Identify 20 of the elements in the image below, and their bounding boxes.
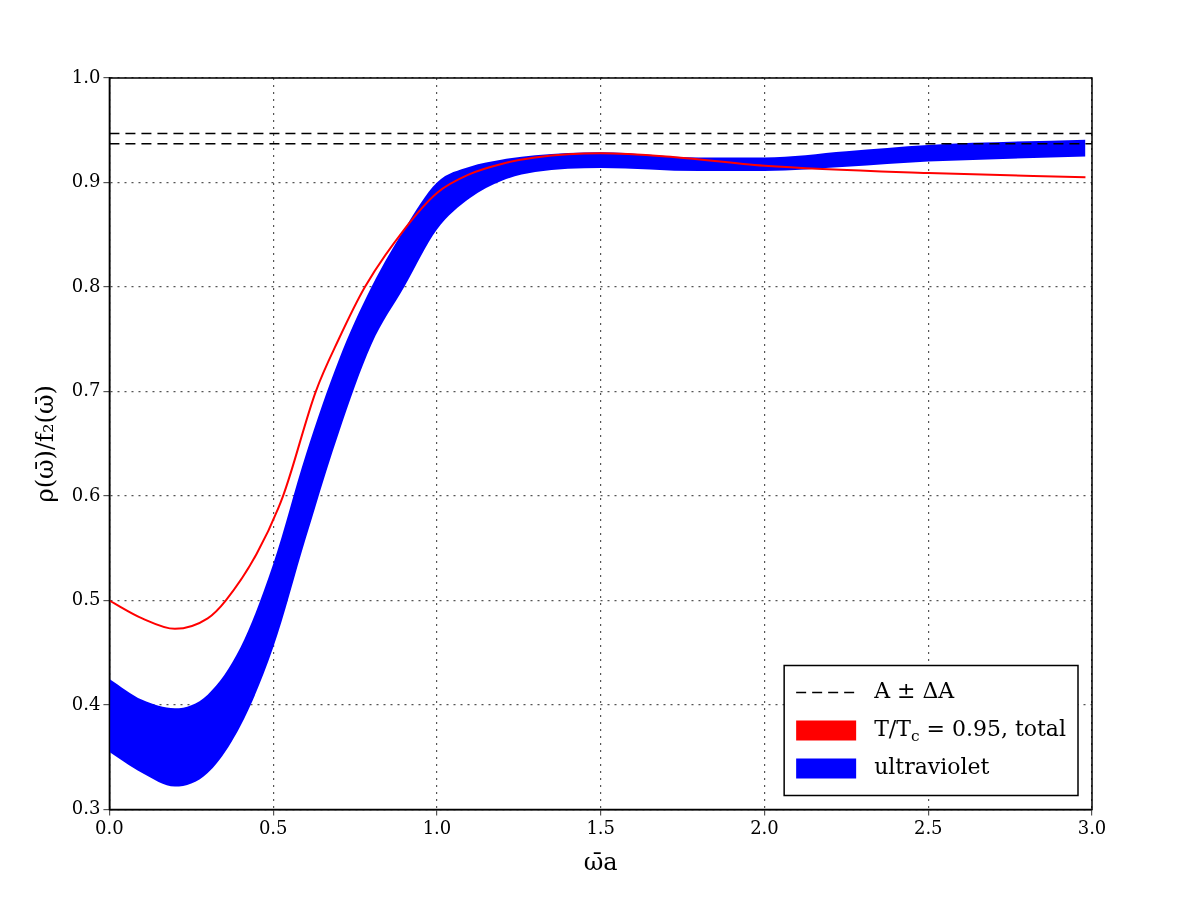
y-tick-label: 0.3 (71, 797, 101, 819)
line-series (109, 152, 1087, 630)
legend-label: ultraviolet (874, 754, 990, 780)
y-tick-label: 1.0 (71, 65, 101, 87)
y-tick-label: 0.8 (71, 274, 101, 296)
x-tick-label: 3.0 (1077, 817, 1107, 839)
y-tick-label: 0.9 (71, 170, 101, 192)
legend-label: A ± ΔA (873, 678, 956, 704)
y-axis-title: ρ(ω̄)/f₂(ω̄) (30, 385, 59, 503)
y-tick-label: 0.6 (71, 483, 101, 505)
x-tick-label: 1.0 (422, 817, 452, 839)
x-axis-title: ω̄a (583, 847, 618, 876)
x-tick-label: 0.5 (258, 817, 288, 839)
y-tick-label: 0.7 (71, 379, 101, 401)
x-tick-label: 1.5 (586, 817, 616, 839)
y-tick-label: 0.5 (71, 588, 101, 610)
x-tick-label: 0.0 (95, 817, 124, 839)
y-tick-label: 0.4 (71, 692, 101, 714)
x-tick-label: 2.5 (913, 817, 943, 839)
x-tick-label: 2.0 (750, 817, 779, 839)
